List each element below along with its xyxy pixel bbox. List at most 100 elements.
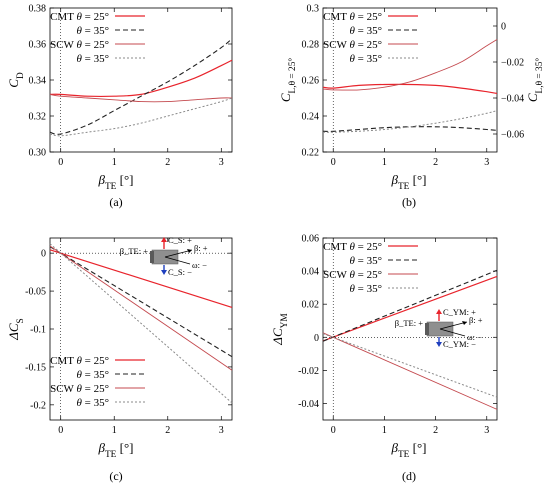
y-tick-label: 0.34: [29, 76, 47, 87]
y-tick-label: 0.30: [29, 148, 47, 159]
inset-schematic: C_YM: + C_YM: − β_TE: + β: + ω: −: [395, 307, 483, 349]
y-tick-label: 0.02: [302, 300, 320, 311]
legend-label: SCW θ = 25°: [50, 383, 109, 395]
beta-arrow: [164, 249, 193, 258]
inset-omega-label: ω: −: [192, 260, 207, 270]
series-line-cmt25: [322, 83, 498, 95]
x-tick-label: 1: [382, 425, 387, 436]
y-axis-label-text: ΔCYM: [270, 313, 290, 346]
plot-frame: [322, 237, 498, 421]
panel-caption: (c): [109, 469, 122, 483]
legend-label: θ = 35°: [76, 25, 109, 37]
y-tick-label: -0.05: [25, 287, 46, 298]
legend-label: SCW θ = 25°: [50, 39, 109, 51]
y-tick-label: -0.02: [298, 366, 319, 377]
x-tick-label: 3: [219, 157, 224, 168]
y-tick-label: 0.3: [307, 4, 320, 15]
trailing-edge: [150, 251, 154, 263]
legend-label: θ = 35°: [76, 53, 109, 65]
legend-label: θ = 35°: [76, 369, 109, 381]
legend-label: θ = 35°: [349, 283, 382, 295]
y-tick-label: -0.1: [30, 325, 46, 336]
y-axis-label-text: CD: [6, 72, 26, 88]
y-tick-label: -0.2: [30, 400, 46, 411]
minus-force-arrowhead: [161, 270, 167, 275]
y-tick-label: -0.15: [25, 362, 46, 373]
x-tick-label: 2: [433, 157, 438, 168]
x-tick-label: 0: [58, 157, 63, 168]
x-tick-label: 3: [484, 157, 489, 168]
series-line-scw25: [49, 245, 233, 371]
panel-b: 0 1 2 3 0.22 0.24 0.26 0.28 0.3 −0.06 −0.04 −0.02 0 C…: [302, 4, 525, 210]
beta-arrowhead: [462, 321, 467, 325]
panel-caption: (b): [402, 195, 416, 209]
inset-beta-plus-label: β: +: [194, 243, 208, 253]
x-axis-label-text: βTE [°]: [97, 440, 133, 460]
x-axis-label: βTE [°]: [390, 440, 426, 460]
inset-plus-label: C_S: +: [168, 235, 192, 245]
beta-arrow: [439, 321, 468, 330]
panel-caption: (a): [109, 195, 122, 209]
y-axis-label-text: CL,θ = 25°: [278, 58, 298, 102]
trailing-edge: [425, 323, 429, 335]
legend-label: θ = 35°: [76, 397, 109, 409]
series-line-cmt25: [49, 249, 233, 308]
series-line-cmt25: [322, 275, 498, 342]
inset-schematic: C_S: + C_S: − β_TE: + β: + ω: −: [120, 235, 208, 277]
x-tick-label: 0: [331, 157, 336, 168]
omega-arrow: [439, 328, 466, 337]
legend-label: CMT θ = 25°: [323, 11, 382, 23]
beta-arrowhead: [187, 249, 192, 253]
series-line-cmt35: [322, 269, 498, 342]
y-tick-label: 0.38: [29, 4, 47, 15]
y-tick-right-label: −0.04: [501, 94, 524, 105]
series-line-scw35: [322, 333, 498, 398]
x-tick-label: 1: [112, 425, 117, 436]
x-tick-label: 0: [331, 425, 336, 436]
legend-label: θ = 35°: [349, 53, 382, 65]
y-tick-label: 0: [41, 249, 46, 260]
y-tick-label: 0: [314, 333, 319, 344]
y-axis-label-text: ΔCS: [6, 318, 26, 341]
y-tick-label: 0.36: [29, 40, 47, 51]
series-line-scw25: [322, 39, 498, 91]
inset-omega-label: ω: −: [467, 332, 482, 342]
x-tick-label: 2: [165, 157, 170, 168]
inset-beta-te-label: β_TE: +: [395, 318, 423, 328]
x-tick-label: 0: [58, 425, 63, 436]
x-axis-label-text: βTE [°]: [97, 172, 133, 192]
series-line-scw25: [49, 93, 233, 103]
y-axis-right-label-text: CL,θ = 35°: [525, 58, 545, 102]
y-axis-label: ΔCS: [6, 318, 26, 341]
series-line-scw35: [49, 243, 233, 404]
panel-caption: (d): [402, 469, 416, 483]
panel-c: 0 1 2 3 0 -0.05 -0.1 -0.15 -0.2 CMT θ = 25° θ = 35…: [25, 235, 233, 483]
omega-arrow: [164, 256, 191, 265]
legend-label: SCW θ = 25°: [323, 39, 382, 51]
plus-force-arrowhead: [436, 309, 442, 314]
series-line-cmt35: [49, 246, 233, 358]
series-line-scw35: [322, 110, 498, 133]
x-axis-label: βTE [°]: [97, 440, 133, 460]
legend-label: SCW θ = 25°: [323, 269, 382, 281]
legend-label: CMT θ = 25°: [50, 11, 109, 23]
y-tick-label: 0.04: [302, 267, 320, 278]
x-tick-label: 1: [382, 157, 387, 168]
x-axis-label-text: βTE [°]: [390, 440, 426, 460]
y-tick-label: 0.32: [29, 112, 47, 123]
x-axis-label: βTE [°]: [390, 172, 426, 192]
y-tick-label: 0.28: [302, 40, 320, 51]
plus-force-arrowhead: [161, 237, 167, 242]
x-tick-label: 3: [219, 425, 224, 436]
inset-beta-te-label: β_TE: +: [120, 246, 148, 256]
legend-label: θ = 35°: [349, 25, 382, 37]
legend-label: θ = 35°: [349, 255, 382, 267]
legend-label: CMT θ = 25°: [50, 355, 109, 367]
x-tick-label: 1: [112, 157, 117, 168]
series-line-cmt35: [322, 126, 498, 132]
inset-minus-label: C_S: −: [168, 267, 192, 277]
inset-beta-plus-label: β: +: [469, 315, 483, 325]
series-line-scw35: [49, 97, 233, 137]
